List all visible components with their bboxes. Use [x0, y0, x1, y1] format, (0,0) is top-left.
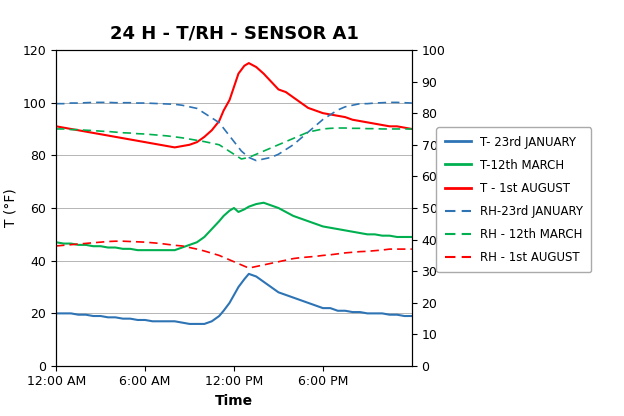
Y-axis label: T (°F): T (°F) — [3, 188, 17, 228]
X-axis label: Time: Time — [215, 394, 253, 408]
Y-axis label: RH (%): RH (%) — [448, 184, 462, 232]
Title: 24 H - T/RH - SENSOR A1: 24 H - T/RH - SENSOR A1 — [110, 25, 358, 43]
Legend: T- 23rd JANUARY, T-12th MARCH, T - 1st AUGUST, RH-23rd JANUARY, RH - 12th MARCH,: T- 23rd JANUARY, T-12th MARCH, T - 1st A… — [436, 127, 592, 272]
